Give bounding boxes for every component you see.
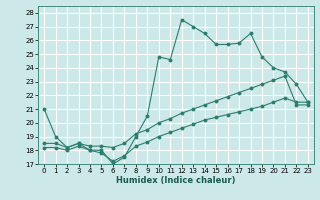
X-axis label: Humidex (Indice chaleur): Humidex (Indice chaleur) bbox=[116, 176, 236, 185]
